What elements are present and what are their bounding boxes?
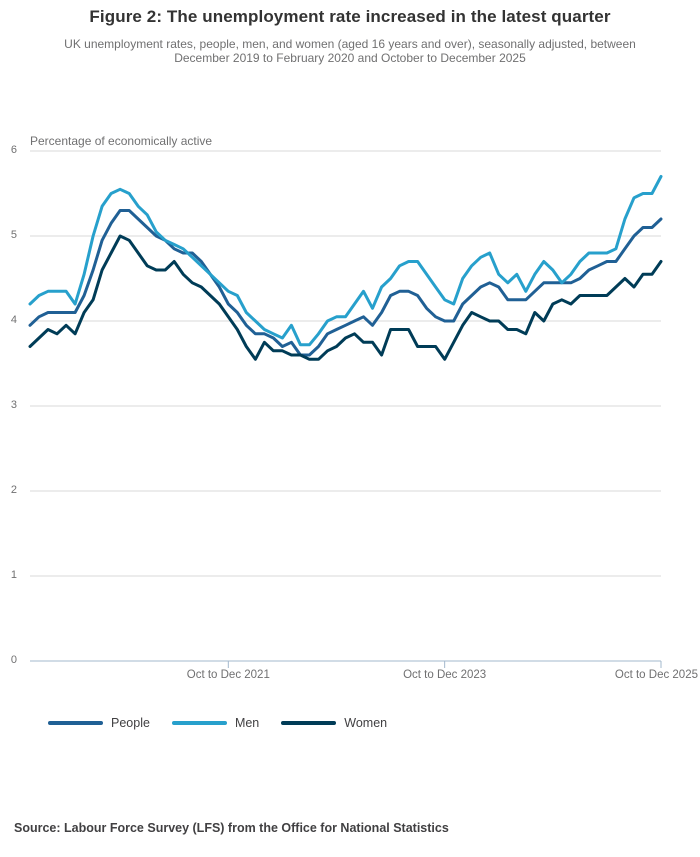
y-axis-tick-label: 5 xyxy=(10,229,17,241)
x-axis-tick-label: Oct to Dec 2021 xyxy=(186,669,270,681)
series-line-women[interactable] xyxy=(28,234,663,361)
legend-swatch-people xyxy=(48,721,103,725)
legend-item-men: Men xyxy=(171,716,260,730)
y-axis-unit-label: Percentage of economically active xyxy=(30,134,213,148)
legend-label: People xyxy=(111,716,150,730)
legend-swatch-women xyxy=(281,721,337,725)
x-axis-tick-label: Oct to Dec 2025 xyxy=(614,669,698,681)
source-note: Source: Labour Force Survey (LFS) from t… xyxy=(14,821,449,835)
series-line-men[interactable] xyxy=(28,175,663,347)
chart-legend: People Men Women xyxy=(48,716,409,730)
y-axis-tick-label: 1 xyxy=(10,569,17,581)
y-axis-tick-label: 6 xyxy=(10,144,17,156)
y-axis-tick-label: 2 xyxy=(10,484,17,496)
y-axis-tick-label: 0 xyxy=(10,654,17,666)
legend-label: Men xyxy=(234,716,260,730)
legend-swatch-men xyxy=(171,721,227,725)
x-axis-tick-label: Oct to Dec 2023 xyxy=(403,669,487,681)
legend-label: Women xyxy=(344,716,388,730)
y-axis-tick-label: 3 xyxy=(10,399,17,411)
legend-item-people: People xyxy=(48,716,150,730)
chart-subtitle: UK unemployment rates, people, men, and … xyxy=(64,37,636,65)
legend-item-women: Women xyxy=(281,716,387,730)
series-line-people[interactable] xyxy=(28,209,663,357)
chart-title: Figure 2: The unemployment rate increase… xyxy=(89,7,611,26)
y-axis-tick-label: 4 xyxy=(10,314,17,326)
